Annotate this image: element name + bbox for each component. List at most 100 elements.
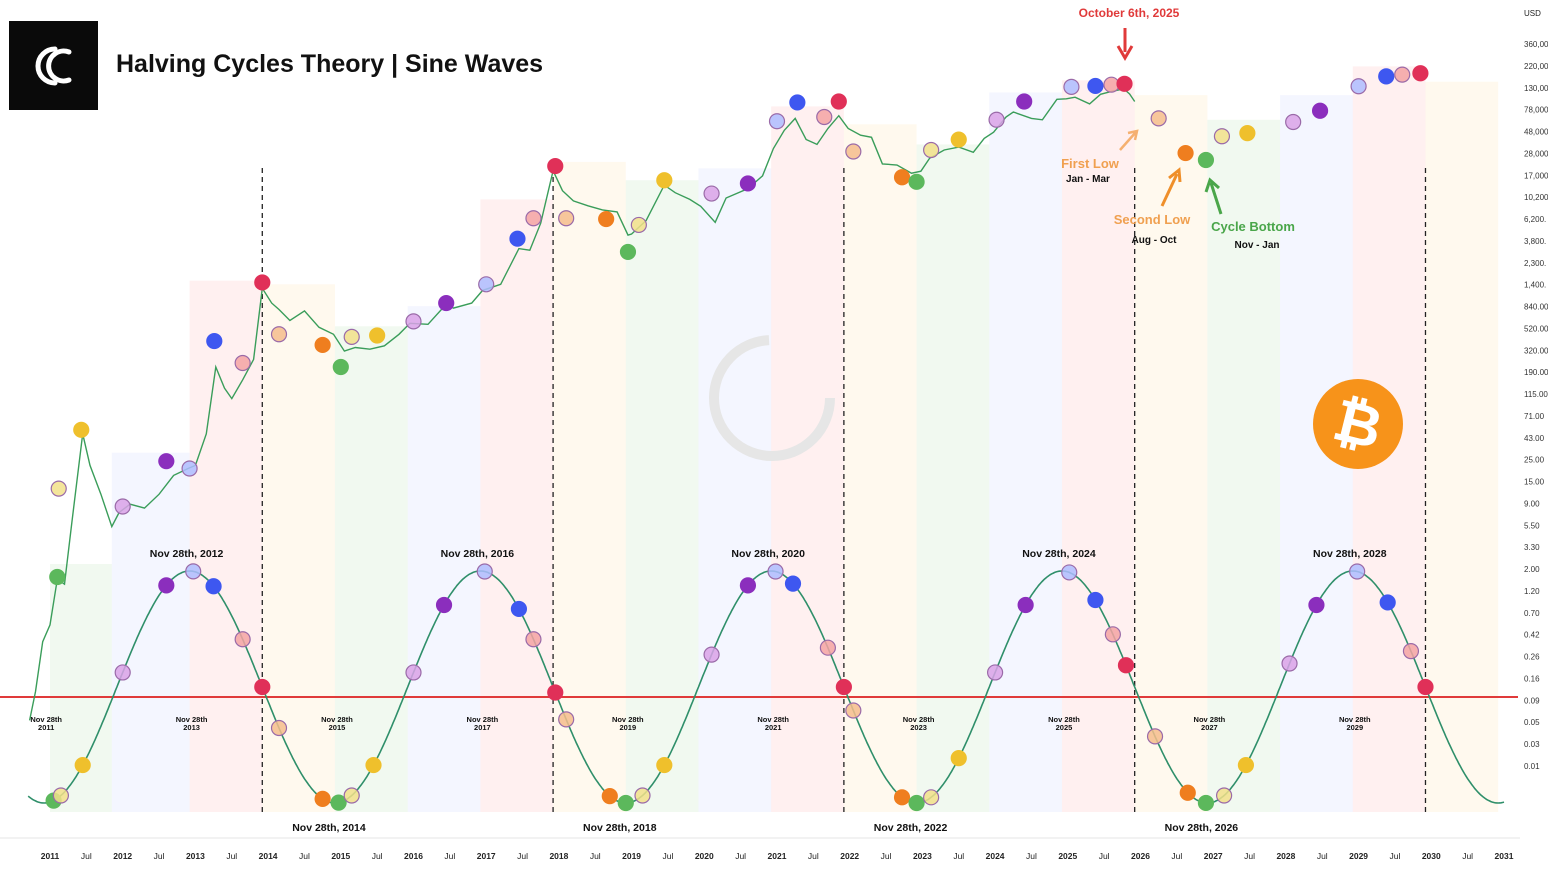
first-low-label: First Low <box>1061 156 1120 171</box>
x-tick-label: 2015 <box>331 851 350 861</box>
price-cycle-marker <box>908 173 925 190</box>
peak-date-label: Nov 28th, 2012 <box>150 548 224 560</box>
phase-band-recovery <box>407 306 481 812</box>
price-cycle-marker <box>816 108 833 126</box>
crossing-year-label: 2019 <box>619 723 636 732</box>
phase-band-recovery <box>698 168 772 812</box>
page-title: Halving Cycles Theory | Sine Waves <box>116 50 544 78</box>
x-tick-label: Jul <box>1390 851 1401 861</box>
price-cycle-marker <box>158 453 175 470</box>
y-tick-label: 25.00 <box>1524 456 1545 465</box>
y-tick-label: 3.30 <box>1524 543 1540 552</box>
y-tick-label: 360,00 <box>1524 40 1548 49</box>
x-tick-label: 2026 <box>1131 851 1150 861</box>
x-tick-label: 2013 <box>186 851 205 861</box>
sine-cycle-marker <box>52 787 70 804</box>
crossing-date-label: Nov 28th <box>1048 715 1080 724</box>
sine-cycle-marker <box>1061 564 1078 581</box>
x-tick-label: 2031 <box>1495 851 1514 861</box>
watermark-icon <box>709 335 835 461</box>
x-tick-label: Jul <box>663 851 674 861</box>
x-tick-label: Jul <box>1026 851 1037 861</box>
crossing-date-label: Nov 28th <box>30 715 62 724</box>
crossing-year-label: 2015 <box>329 723 346 732</box>
price-cycle-marker <box>1063 78 1080 96</box>
crossing-date-label: Nov 28th <box>1339 715 1371 724</box>
price-cycle-marker <box>768 113 786 130</box>
price-cycle-marker <box>703 185 720 202</box>
y-tick-label: 71.00 <box>1524 412 1545 421</box>
price-cycle-marker <box>1016 93 1033 110</box>
sine-cycle-marker <box>365 756 382 774</box>
first-low-arrow-icon <box>1119 129 1139 151</box>
price-cycle-marker <box>1394 66 1411 83</box>
sine-cycle-marker <box>1216 787 1233 804</box>
price-cycle-marker <box>739 175 757 192</box>
price-cycle-marker <box>1197 151 1215 169</box>
phase-band-bottom <box>334 326 408 812</box>
price-cycle-marker <box>73 421 90 438</box>
phase-band-bear <box>553 161 626 812</box>
x-tick-label: 2012 <box>113 851 132 861</box>
x-tick-label: 2011 <box>41 851 60 861</box>
price-cycle-marker <box>950 131 967 148</box>
sine-cycle-marker <box>558 711 575 728</box>
price-cycle-marker <box>270 326 288 343</box>
cycle-bottom-range: Nov - Jan <box>1234 240 1279 251</box>
y-tick-label: 0.42 <box>1524 631 1540 640</box>
cc-logo-glyph <box>35 46 72 86</box>
y-tick-label: 10,200 <box>1524 193 1548 202</box>
peak-date-label: Nov 28th, 2016 <box>441 548 515 560</box>
trough-date-label: Nov 28th, 2014 <box>292 822 366 834</box>
price-cycle-marker <box>893 169 911 186</box>
phase-band-recovery <box>989 92 1062 813</box>
crossing-date-label: Nov 28th <box>467 715 499 724</box>
crossing-year-label: 2023 <box>910 723 927 732</box>
sine-cycle-marker <box>617 794 634 812</box>
y-tick-label: 2,300. <box>1524 259 1546 268</box>
price-cycle-marker <box>206 332 223 350</box>
cc-logo-icon <box>9 21 98 110</box>
y-tick-label: 43.00 <box>1524 434 1545 443</box>
sine-cycle-marker <box>893 789 911 806</box>
price-cycle-marker <box>845 143 862 160</box>
price-cycle-marker <box>1378 68 1395 85</box>
crossing-date-label: Nov 28th <box>612 715 644 724</box>
x-tick-label: Jul <box>154 851 165 861</box>
second-low-range: Aug - Oct <box>1132 235 1178 246</box>
sine-cycle-marker <box>739 577 757 594</box>
x-tick-label: Jul <box>226 851 237 861</box>
sine-cycle-marker <box>1117 657 1135 674</box>
y-tick-label: 28,000 <box>1524 149 1548 158</box>
price-cycle-marker <box>1311 102 1329 119</box>
sine-cycle-marker <box>205 578 222 595</box>
x-tick-label: 2027 <box>1204 851 1223 861</box>
price-cycle-marker <box>789 94 806 111</box>
x-tick-label: Jul <box>808 851 819 861</box>
sine-cycle-marker <box>314 790 331 807</box>
crossing-year-label: 2021 <box>765 723 782 732</box>
price-cycle-marker <box>438 294 455 312</box>
price-cycle-marker <box>1150 110 1167 127</box>
price-cycle-marker <box>630 216 647 234</box>
x-tick-label: 2022 <box>840 851 859 861</box>
sine-cycle-marker <box>1237 756 1255 774</box>
x-tick-label: Jul <box>1244 851 1255 861</box>
price-cycle-marker <box>1412 65 1429 82</box>
phase-band-bottom <box>50 564 112 812</box>
crossing-year-label: 2025 <box>1056 723 1073 732</box>
sine-cycle-marker <box>656 756 673 774</box>
sine-cycle-marker <box>835 678 852 696</box>
y-tick-label: 190.00 <box>1524 368 1548 377</box>
sine-cycle-marker <box>634 787 651 804</box>
crossing-year-label: 2027 <box>1201 723 1218 732</box>
peak-date-annotation: October 6th, 2025 <box>1079 6 1180 20</box>
price-cycle-marker <box>332 358 349 376</box>
price-cycle-marker <box>1116 75 1133 92</box>
y-tick-label: 48,000 <box>1524 128 1548 137</box>
price-cycle-marker <box>114 498 131 515</box>
x-tick-label: Jul <box>517 851 528 861</box>
crossing-date-label: Nov 28th <box>903 715 935 724</box>
sine-cycle-marker <box>923 789 940 806</box>
